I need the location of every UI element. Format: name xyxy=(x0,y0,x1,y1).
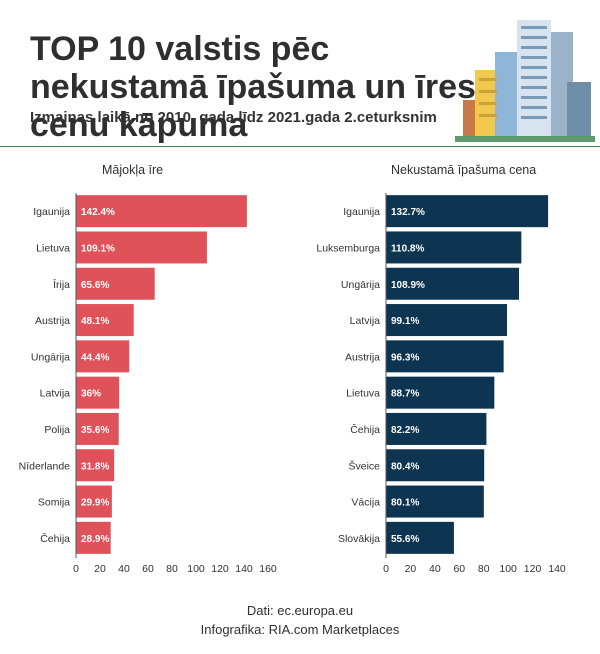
rent-category-label: Nīderlande xyxy=(19,460,71,472)
rent-x-tick-label: 60 xyxy=(142,563,154,575)
rent-bar xyxy=(76,195,247,228)
rent-x-tick-label: 140 xyxy=(235,563,253,575)
price-value-label: 132.7% xyxy=(391,207,425,218)
price-x-tick-label: 20 xyxy=(405,563,417,575)
price-bar xyxy=(386,267,520,300)
rent-bar xyxy=(76,485,112,518)
page-subtitle: Izmaiņas laikā no 2010. gada līdz 2021.g… xyxy=(30,109,437,126)
rent-value-label: 31.8% xyxy=(81,461,109,472)
rent-category-label: Čehija xyxy=(40,532,70,545)
price-value-label: 88.7% xyxy=(391,389,419,400)
price-value-label: 108.9% xyxy=(391,280,425,291)
rent-bar xyxy=(76,376,120,409)
price-x-tick-label: 100 xyxy=(499,563,517,575)
rent-x-tick-label: 40 xyxy=(118,563,130,575)
rent-category-label: Polija xyxy=(44,424,70,436)
price-value-label: 80.1% xyxy=(391,498,419,509)
price-bar xyxy=(386,521,454,554)
rent-category-label: Latvija xyxy=(40,388,71,400)
rent-value-label: 48.1% xyxy=(81,316,109,327)
rent-category-label: Lietuva xyxy=(36,242,70,254)
price-bar xyxy=(386,485,484,518)
rent-value-label: 35.6% xyxy=(81,425,109,436)
price-value-label: 96.3% xyxy=(391,352,419,363)
rent-x-tick-label: 20 xyxy=(94,563,106,575)
rent-category-label: Ungārija xyxy=(31,351,70,363)
rent-bar xyxy=(76,304,134,337)
rent-x-tick-label: 100 xyxy=(187,563,205,575)
price-value-label: 110.8% xyxy=(391,243,424,254)
price-category-label: Ungārija xyxy=(341,279,380,291)
price-category-label: Austrija xyxy=(345,351,380,363)
price-value-label: 82.2% xyxy=(391,425,419,436)
rent-bar xyxy=(76,449,115,482)
rent-chart-title: Mājokļa īre xyxy=(102,163,163,177)
price-category-label: Luksemburga xyxy=(316,242,380,254)
rent-bar xyxy=(76,231,207,264)
price-x-tick-label: 140 xyxy=(548,563,566,575)
price-bar xyxy=(386,231,522,264)
price-category-label: Šveice xyxy=(348,459,380,472)
rent-value-label: 29.9% xyxy=(81,498,109,509)
rent-category-label: Austrija xyxy=(35,315,70,327)
price-bar xyxy=(386,340,504,373)
price-value-label: 80.4% xyxy=(391,461,419,472)
price-value-label: 55.6% xyxy=(391,534,419,545)
rent-value-label: 142.4% xyxy=(81,207,115,218)
rent-x-tick-label: 160 xyxy=(259,563,277,575)
price-bar xyxy=(386,376,495,409)
price-bar xyxy=(386,195,549,228)
rent-value-label: 36% xyxy=(81,389,101,400)
price-category-label: Slovākija xyxy=(338,533,380,545)
rent-bar xyxy=(76,521,111,554)
rent-category-label: Īrija xyxy=(53,279,70,291)
price-bar xyxy=(386,449,485,482)
rent-bar xyxy=(76,412,119,445)
price-bar xyxy=(386,412,487,445)
price-x-tick-label: 0 xyxy=(383,563,389,575)
price-category-label: Vācija xyxy=(351,497,380,509)
price-category-label: Lietuva xyxy=(346,388,380,400)
price-chart-title: Nekustamā īpašuma cena xyxy=(391,163,536,177)
price-x-tick-label: 120 xyxy=(524,563,542,575)
rent-category-label: Igaunija xyxy=(33,206,70,218)
price-x-tick-label: 40 xyxy=(429,563,441,575)
rent-category-label: Somija xyxy=(38,497,70,509)
price-category-label: Čehija xyxy=(350,423,380,436)
data-source: Dati: ec.europa.eu xyxy=(246,603,354,618)
rent-x-tick-label: 0 xyxy=(73,563,79,575)
price-x-tick-label: 80 xyxy=(478,563,490,575)
rent-bar xyxy=(76,267,155,300)
rent-value-label: 109.1% xyxy=(81,243,115,254)
rent-x-tick-label: 80 xyxy=(166,563,178,575)
charts-area: Mājokļa īre Igaunija 142.4% Lietuva 109.1% Ī… xyxy=(19,163,566,575)
price-x-tick-label: 60 xyxy=(453,563,465,575)
rent-value-label: 28.9% xyxy=(81,534,109,545)
rent-value-label: 65.6% xyxy=(81,280,109,291)
page-title: TOP 10 valstis pēc nekustamā īpašuma un … xyxy=(30,30,476,144)
header-divider xyxy=(0,146,600,147)
rent-bar xyxy=(76,340,130,373)
rent-value-label: 44.4% xyxy=(81,352,109,363)
price-value-label: 99.1% xyxy=(391,316,419,327)
price-category-label: Latvija xyxy=(350,315,381,327)
price-category-label: Igaunija xyxy=(343,206,380,218)
price-bar xyxy=(386,304,508,337)
infographic-credit: Infografika: RIA.com Marketplaces xyxy=(200,622,400,637)
rent-x-tick-label: 120 xyxy=(211,563,229,575)
skyscraper-illustration xyxy=(455,20,595,142)
